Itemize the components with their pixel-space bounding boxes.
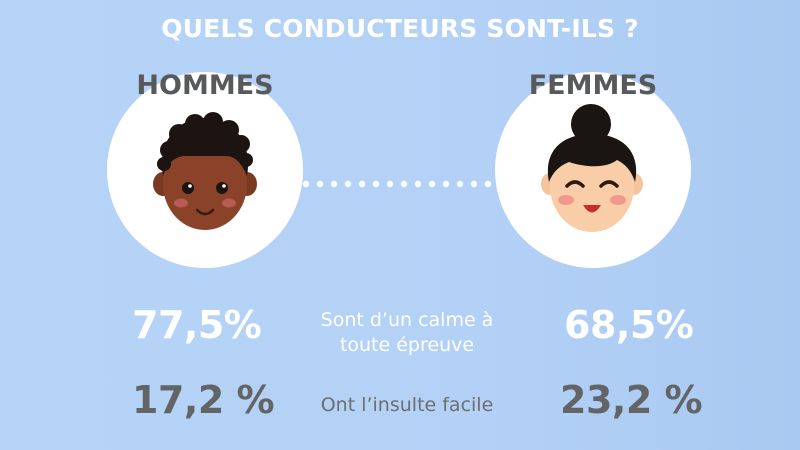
men-heading: HOMMES [136,70,274,101]
women-insult-percent: 23,2 % [560,378,703,422]
page-title: QUELS CONDUCTEURS SONT-ILS ? [161,14,639,43]
woman-avatar [495,72,691,268]
dotted-connector [302,180,492,188]
man-face-icon [153,112,257,230]
women-heading: FEMMES [528,70,658,101]
women-calm-percent: 68,5% [564,303,694,347]
calm-label: Sont d’un calme à toute épreuve [292,308,522,358]
men-calm-percent: 77,5% [132,303,262,347]
calm-label-line2: toute épreuve [339,334,475,356]
insult-label: Ont l’insulte facile [320,394,494,416]
men-insult-percent: 17,2 % [132,378,275,422]
woman-face-icon [541,104,643,232]
calm-label-line1: Sont d’un calme à [320,309,494,331]
man-avatar [107,72,303,268]
